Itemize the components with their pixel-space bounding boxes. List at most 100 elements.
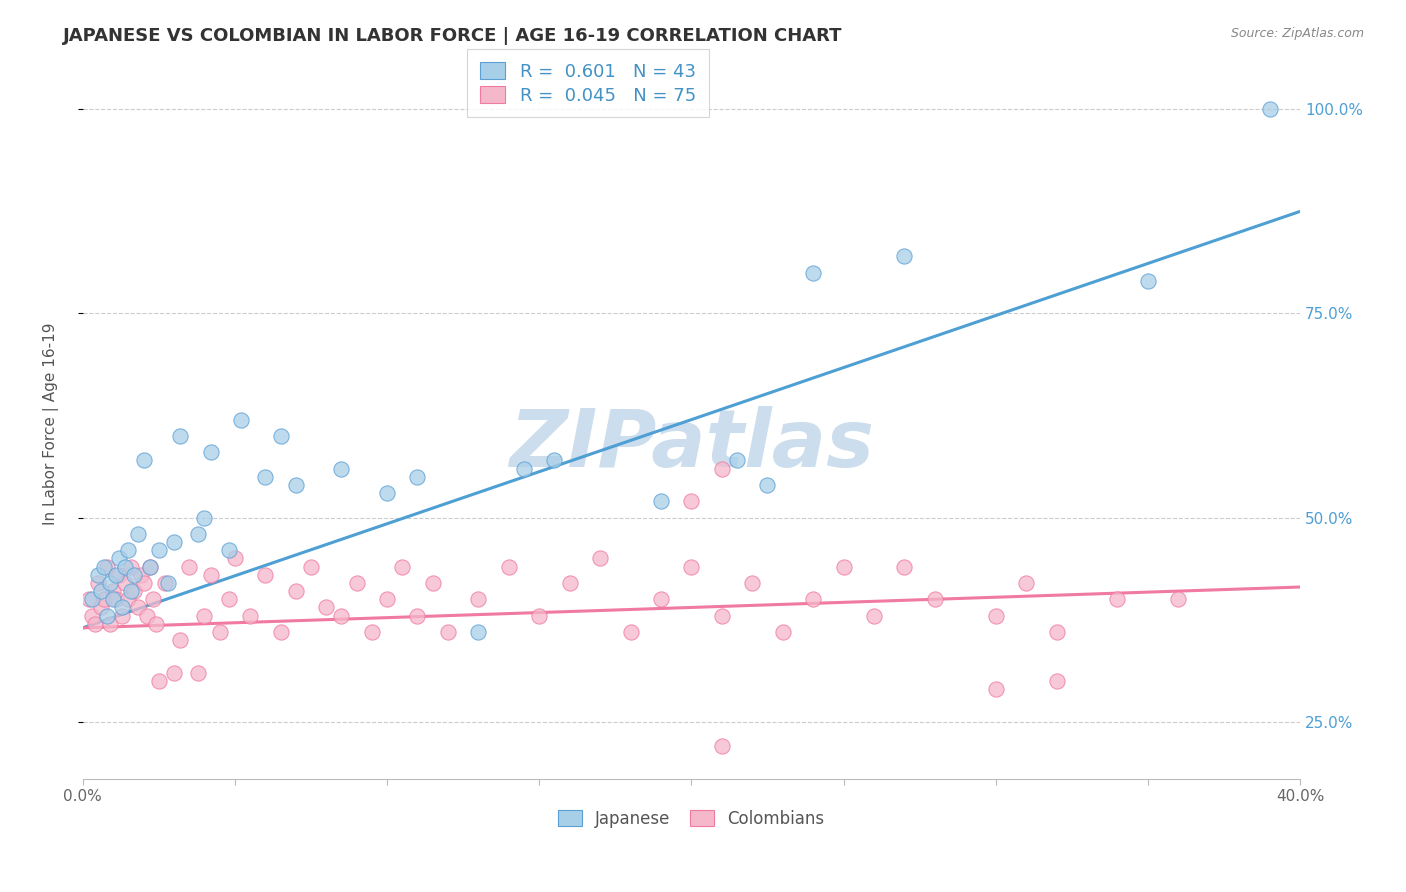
- Point: [467, 624, 489, 639]
- Point: [725, 453, 748, 467]
- Point: [193, 608, 215, 623]
- Point: [1045, 673, 1067, 688]
- Text: JAPANESE VS COLOMBIAN IN LABOR FORCE | AGE 16-19 CORRELATION CHART: JAPANESE VS COLOMBIAN IN LABOR FORCE | A…: [63, 27, 842, 45]
- Point: [187, 527, 209, 541]
- Point: [101, 584, 124, 599]
- Point: [650, 592, 672, 607]
- Point: [801, 592, 824, 607]
- Point: [111, 608, 134, 623]
- Point: [127, 600, 149, 615]
- Point: [710, 608, 733, 623]
- Point: [437, 624, 460, 639]
- Point: [346, 576, 368, 591]
- Point: [529, 608, 551, 623]
- Point: [129, 567, 152, 582]
- Point: [90, 600, 112, 615]
- Point: [87, 567, 110, 582]
- Point: [360, 624, 382, 639]
- Point: [710, 739, 733, 754]
- Point: [163, 535, 186, 549]
- Point: [163, 665, 186, 680]
- Point: [681, 494, 703, 508]
- Point: [200, 567, 222, 582]
- Point: [120, 584, 142, 599]
- Point: [108, 551, 131, 566]
- Point: [108, 567, 131, 582]
- Point: [153, 576, 176, 591]
- Point: [375, 486, 398, 500]
- Point: [124, 584, 146, 599]
- Point: [330, 608, 353, 623]
- Point: [893, 559, 915, 574]
- Point: [96, 559, 118, 574]
- Point: [98, 616, 121, 631]
- Point: [772, 624, 794, 639]
- Point: [93, 592, 115, 607]
- Point: [90, 584, 112, 599]
- Point: [406, 608, 429, 623]
- Point: [114, 576, 136, 591]
- Point: [111, 600, 134, 615]
- Y-axis label: In Labor Force | Age 16-19: In Labor Force | Age 16-19: [44, 323, 59, 525]
- Point: [101, 592, 124, 607]
- Point: [218, 592, 240, 607]
- Point: [650, 494, 672, 508]
- Point: [87, 576, 110, 591]
- Point: [284, 584, 307, 599]
- Point: [96, 608, 118, 623]
- Point: [120, 559, 142, 574]
- Point: [558, 576, 581, 591]
- Point: [619, 624, 641, 639]
- Point: [284, 478, 307, 492]
- Point: [984, 682, 1007, 697]
- Point: [254, 470, 277, 484]
- Point: [229, 412, 252, 426]
- Point: [142, 592, 165, 607]
- Point: [127, 527, 149, 541]
- Point: [543, 453, 565, 467]
- Point: [467, 592, 489, 607]
- Point: [132, 453, 155, 467]
- Point: [124, 567, 146, 582]
- Point: [1107, 592, 1129, 607]
- Point: [77, 592, 100, 607]
- Point: [391, 559, 413, 574]
- Point: [132, 576, 155, 591]
- Point: [681, 559, 703, 574]
- Point: [117, 592, 139, 607]
- Point: [148, 673, 170, 688]
- Point: [1167, 592, 1189, 607]
- Point: [513, 461, 536, 475]
- Point: [169, 633, 191, 648]
- Point: [1015, 805, 1038, 819]
- Point: [330, 461, 353, 475]
- Point: [200, 445, 222, 459]
- Point: [893, 249, 915, 263]
- Point: [924, 592, 946, 607]
- Text: ZIPatlas: ZIPatlas: [509, 406, 875, 484]
- Legend: Japanese, Colombians: Japanese, Colombians: [551, 803, 831, 835]
- Point: [1258, 103, 1281, 117]
- Point: [270, 429, 292, 443]
- Point: [80, 608, 103, 623]
- Point: [105, 567, 128, 582]
- Text: Source: ZipAtlas.com: Source: ZipAtlas.com: [1230, 27, 1364, 40]
- Point: [208, 624, 231, 639]
- Point: [406, 470, 429, 484]
- Point: [169, 429, 191, 443]
- Point: [254, 567, 277, 582]
- Point: [148, 543, 170, 558]
- Point: [224, 551, 246, 566]
- Point: [1015, 576, 1038, 591]
- Point: [138, 559, 160, 574]
- Point: [239, 608, 262, 623]
- Point: [375, 592, 398, 607]
- Point: [193, 510, 215, 524]
- Point: [710, 461, 733, 475]
- Point: [156, 576, 179, 591]
- Point: [422, 576, 444, 591]
- Point: [498, 559, 520, 574]
- Point: [93, 559, 115, 574]
- Point: [741, 576, 763, 591]
- Point: [270, 624, 292, 639]
